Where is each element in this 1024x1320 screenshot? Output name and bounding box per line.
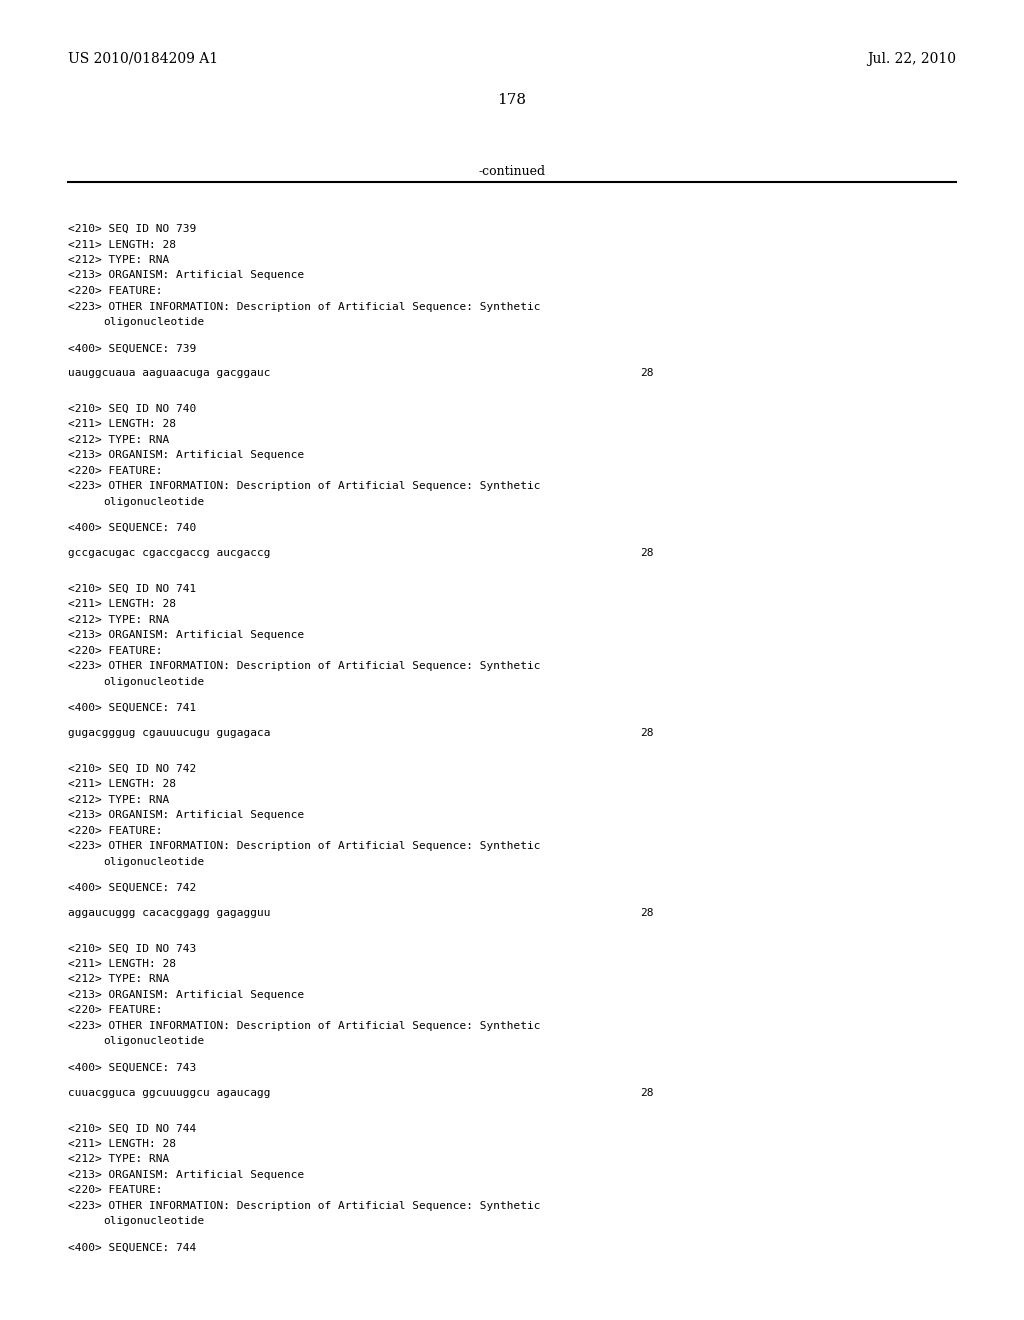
Text: <212> TYPE: RNA: <212> TYPE: RNA: [68, 795, 169, 805]
Text: <211> LENGTH: 28: <211> LENGTH: 28: [68, 958, 176, 969]
Text: <213> ORGANISM: Artificial Sequence: <213> ORGANISM: Artificial Sequence: [68, 450, 304, 461]
Text: <210> SEQ ID NO 742: <210> SEQ ID NO 742: [68, 763, 197, 774]
Text: <223> OTHER INFORMATION: Description of Artificial Sequence: Synthetic: <223> OTHER INFORMATION: Description of …: [68, 301, 541, 312]
Text: 28: 28: [640, 548, 653, 558]
Text: oligonucleotide: oligonucleotide: [103, 317, 204, 327]
Text: 28: 28: [640, 1088, 653, 1097]
Text: <223> OTHER INFORMATION: Description of Artificial Sequence: Synthetic: <223> OTHER INFORMATION: Description of …: [68, 1020, 541, 1031]
Text: <223> OTHER INFORMATION: Description of Artificial Sequence: Synthetic: <223> OTHER INFORMATION: Description of …: [68, 1201, 541, 1210]
Text: <400> SEQUENCE: 740: <400> SEQUENCE: 740: [68, 523, 197, 533]
Text: <211> LENGTH: 28: <211> LENGTH: 28: [68, 239, 176, 249]
Text: uauggcuaua aaguaacuga gacggauc: uauggcuaua aaguaacuga gacggauc: [68, 368, 270, 378]
Text: gugacgggug cgauuucugu gugagaca: gugacgggug cgauuucugu gugagaca: [68, 727, 270, 738]
Text: <210> SEQ ID NO 744: <210> SEQ ID NO 744: [68, 1123, 197, 1134]
Text: 28: 28: [640, 727, 653, 738]
Text: <223> OTHER INFORMATION: Description of Artificial Sequence: Synthetic: <223> OTHER INFORMATION: Description of …: [68, 482, 541, 491]
Text: <220> FEATURE:: <220> FEATURE:: [68, 1185, 163, 1195]
Text: <212> TYPE: RNA: <212> TYPE: RNA: [68, 255, 169, 265]
Text: Jul. 22, 2010: Jul. 22, 2010: [867, 51, 956, 66]
Text: <220> FEATURE:: <220> FEATURE:: [68, 645, 163, 656]
Text: <213> ORGANISM: Artificial Sequence: <213> ORGANISM: Artificial Sequence: [68, 810, 304, 820]
Text: <211> LENGTH: 28: <211> LENGTH: 28: [68, 779, 176, 789]
Text: <400> SEQUENCE: 741: <400> SEQUENCE: 741: [68, 704, 197, 713]
Text: <210> SEQ ID NO 743: <210> SEQ ID NO 743: [68, 944, 197, 953]
Text: <220> FEATURE:: <220> FEATURE:: [68, 1006, 163, 1015]
Text: <220> FEATURE:: <220> FEATURE:: [68, 466, 163, 475]
Text: <210> SEQ ID NO 739: <210> SEQ ID NO 739: [68, 224, 197, 234]
Text: <220> FEATURE:: <220> FEATURE:: [68, 286, 163, 296]
Text: <212> TYPE: RNA: <212> TYPE: RNA: [68, 434, 169, 445]
Text: oligonucleotide: oligonucleotide: [103, 857, 204, 866]
Text: <212> TYPE: RNA: <212> TYPE: RNA: [68, 974, 169, 985]
Text: oligonucleotide: oligonucleotide: [103, 677, 204, 686]
Text: <213> ORGANISM: Artificial Sequence: <213> ORGANISM: Artificial Sequence: [68, 990, 304, 1001]
Text: <211> LENGTH: 28: <211> LENGTH: 28: [68, 1139, 176, 1148]
Text: <213> ORGANISM: Artificial Sequence: <213> ORGANISM: Artificial Sequence: [68, 1170, 304, 1180]
Text: aggaucuggg cacacggagg gagagguu: aggaucuggg cacacggagg gagagguu: [68, 908, 270, 917]
Text: <210> SEQ ID NO 741: <210> SEQ ID NO 741: [68, 583, 197, 594]
Text: <211> LENGTH: 28: <211> LENGTH: 28: [68, 599, 176, 610]
Text: <400> SEQUENCE: 744: <400> SEQUENCE: 744: [68, 1242, 197, 1253]
Text: <400> SEQUENCE: 742: <400> SEQUENCE: 742: [68, 883, 197, 892]
Text: 178: 178: [498, 92, 526, 107]
Text: oligonucleotide: oligonucleotide: [103, 1036, 204, 1047]
Text: <223> OTHER INFORMATION: Description of Artificial Sequence: Synthetic: <223> OTHER INFORMATION: Description of …: [68, 841, 541, 851]
Text: 28: 28: [640, 908, 653, 917]
Text: <210> SEQ ID NO 740: <210> SEQ ID NO 740: [68, 404, 197, 414]
Text: <400> SEQUENCE: 739: <400> SEQUENCE: 739: [68, 343, 197, 354]
Text: 28: 28: [640, 368, 653, 378]
Text: <400> SEQUENCE: 743: <400> SEQUENCE: 743: [68, 1063, 197, 1073]
Text: cuuacgguca ggcuuuggcu agaucagg: cuuacgguca ggcuuuggcu agaucagg: [68, 1088, 270, 1097]
Text: <211> LENGTH: 28: <211> LENGTH: 28: [68, 420, 176, 429]
Text: US 2010/0184209 A1: US 2010/0184209 A1: [68, 51, 218, 66]
Text: <212> TYPE: RNA: <212> TYPE: RNA: [68, 1154, 169, 1164]
Text: gccgacugac cgaccgaccg aucgaccg: gccgacugac cgaccgaccg aucgaccg: [68, 548, 270, 558]
Text: -continued: -continued: [478, 165, 546, 178]
Text: <213> ORGANISM: Artificial Sequence: <213> ORGANISM: Artificial Sequence: [68, 630, 304, 640]
Text: oligonucleotide: oligonucleotide: [103, 1216, 204, 1226]
Text: <220> FEATURE:: <220> FEATURE:: [68, 825, 163, 836]
Text: <212> TYPE: RNA: <212> TYPE: RNA: [68, 615, 169, 624]
Text: <213> ORGANISM: Artificial Sequence: <213> ORGANISM: Artificial Sequence: [68, 271, 304, 281]
Text: oligonucleotide: oligonucleotide: [103, 496, 204, 507]
Text: <223> OTHER INFORMATION: Description of Artificial Sequence: Synthetic: <223> OTHER INFORMATION: Description of …: [68, 661, 541, 671]
